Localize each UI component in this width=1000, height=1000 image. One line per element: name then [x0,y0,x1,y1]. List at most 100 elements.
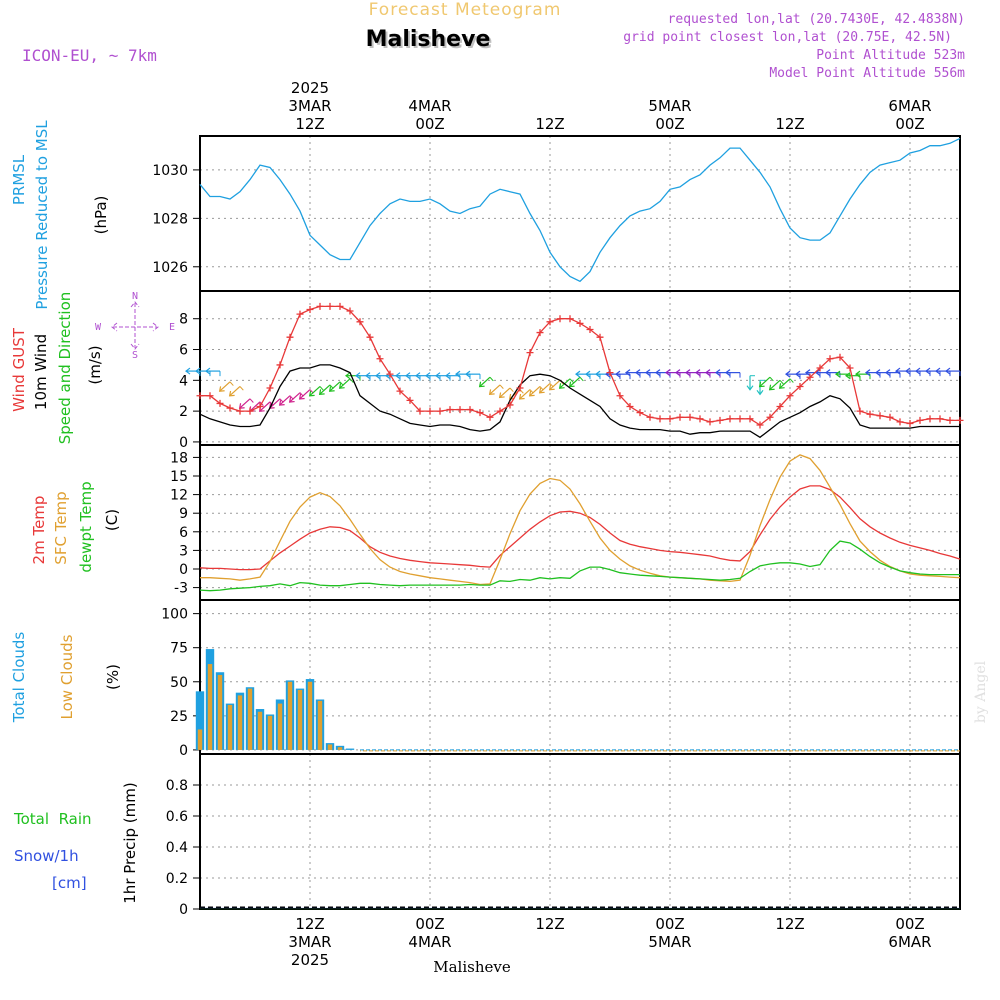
ytick-label-temperature: 0 [179,562,188,578]
top-time-label: 12Z [775,115,804,133]
wind-barb [239,398,251,409]
pressure-y-ticks: 1026 1028 1030 [152,163,200,276]
bottom-time-label: 00Z [655,915,684,933]
ytick-label-clouds: 100 [161,607,188,623]
wind-barb [489,384,501,395]
wind-barb-feather [239,386,244,391]
wind-barb-head [655,369,661,377]
wind-gust-point [936,415,944,423]
wind-gust-point [486,413,494,421]
wind-gust-point [806,373,814,381]
ytick-label-temperature: 12 [170,488,188,504]
bottom-time-label: 2025 [291,951,329,969]
wind-barb-head [568,381,575,388]
wind-gust-point [666,415,674,423]
wind-barb-head [615,370,621,378]
wind-gust-point [956,416,964,424]
top-time-label: 00Z [895,115,924,133]
wind-barb-head [746,385,754,391]
wind-barb-head [365,372,371,380]
wind-barb-feather [489,376,494,382]
wind-gust-point [626,403,634,410]
outer-frame [199,135,961,910]
wind-gust-point [496,407,504,415]
wind-barb-head [298,393,305,400]
wind-barb-head [278,400,285,406]
wind-barb [279,395,291,406]
ytick-label-temperature: 18 [170,450,188,466]
wind-barb-head [478,381,485,388]
snow-label: Snow/1h [14,847,79,865]
wind-barb-head [228,390,235,397]
wind-gust-point [926,415,934,423]
wind-barb-head [778,383,785,389]
wind-barb [549,379,561,391]
model-name: ICON-EU, ~ 7km [22,46,157,65]
compass-arrows [111,301,159,350]
precip-axis-label: 1hr Precip (mm) [121,782,139,903]
wind-barb-head [845,372,851,380]
wind-barb-head [375,372,381,380]
bottom-time-label: 12Z [535,915,564,933]
wind-gust-point [366,333,374,341]
wind-barb-head [685,369,691,377]
wind-barb-feather [779,379,784,385]
wind-gust-point [506,401,514,409]
compass-w: W [95,322,102,333]
low-cloud-bar [217,674,223,750]
top-time-label: 6MAR [888,97,931,115]
wind-barb-head [625,369,631,377]
bottom-time-label: 12Z [295,915,324,933]
wind-gust-point [746,415,754,423]
wind-gust-point [466,406,474,414]
wind-gust-point [346,307,354,315]
wind-barb-head [345,372,351,380]
wind-barb-head [785,370,791,378]
ytick-label-wind: 6 [179,343,188,359]
ytick-label-pressure: 1026 [152,260,188,276]
wind-barb-head [665,369,671,377]
wind-gust-point [776,403,784,410]
low-cloud-bar [247,688,253,750]
top-time-label: 2025 [291,79,329,97]
wind-gust-point [586,326,594,333]
ytick-label-clouds: 50 [170,675,188,691]
wind-barb-head [945,367,951,375]
cloud-series [195,649,960,752]
wind-gust-point [316,302,324,310]
wind-gust-point [696,415,704,423]
wind-gust-point [636,409,644,417]
low-cloud-bar [277,703,283,750]
wind-gust-point [446,406,454,414]
ytick-label-wind: 4 [179,373,188,389]
wind-barb-head [445,372,451,380]
wind-barb-feather [249,398,254,403]
bottom-time-label: 3MAR [288,933,331,951]
pressure-unit: (hPa) [92,196,110,235]
wind-gust-point [526,349,534,357]
wind-barb-head [455,370,461,378]
wind-barb [249,401,261,412]
wind-gust-point [836,353,844,361]
wind-gust-point [406,396,414,404]
wind-barb-head [328,386,335,392]
wind-barb [289,392,301,403]
wind-gust-point [426,407,434,415]
wind-barb-head [195,367,201,375]
wind-gust-point [226,404,234,412]
wind-gust-point [216,399,224,407]
top-time-label: 00Z [655,115,684,133]
wind-barb-head [528,390,535,397]
wind-gust-point [676,413,684,421]
wind-barb-head [338,383,345,389]
wind-barb-head [835,370,841,378]
wind-barb [339,378,351,389]
wind-barb-head [488,389,495,395]
total-cloud-bar [345,748,355,750]
ytick-label-wind: 2 [179,404,188,420]
wind-barb [529,386,541,397]
wind-gust-point [876,412,884,420]
wind-barb [479,376,491,388]
wind-barb-head [825,369,831,377]
pressure-series [199,137,961,283]
